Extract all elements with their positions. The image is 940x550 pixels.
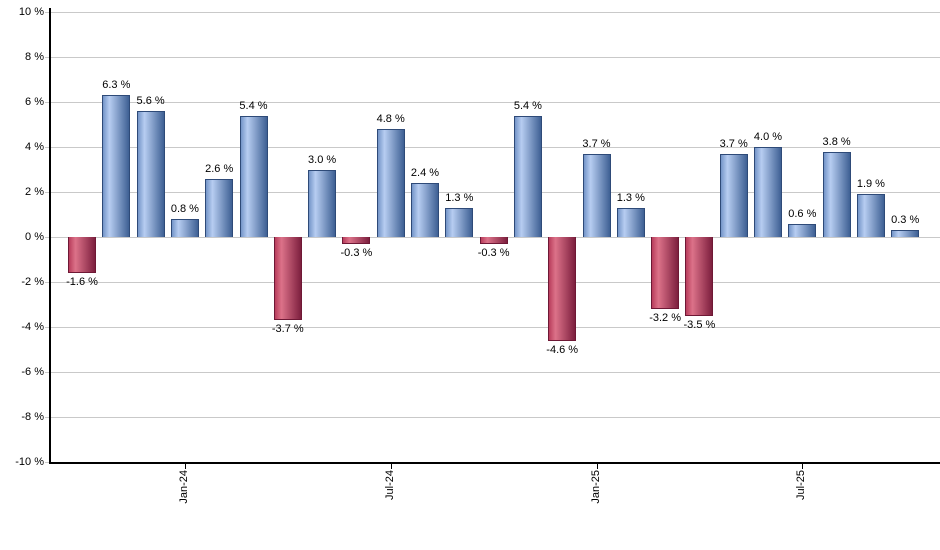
bar-value-label: 1.3 % xyxy=(445,191,474,204)
y-axis-tick-label: 8 % xyxy=(25,51,44,63)
bar-positive xyxy=(239,115,268,237)
bar-positive xyxy=(513,115,542,237)
gridline xyxy=(45,192,940,193)
y-axis-tick xyxy=(45,462,50,463)
x-axis-line xyxy=(49,462,940,464)
bar-negative xyxy=(68,237,96,273)
x-axis-tick-label: Jan-25 xyxy=(589,470,602,504)
bar-positive xyxy=(856,194,885,237)
y-axis-tick-label: -10 % xyxy=(15,456,44,468)
y-axis-tick-label: 0 % xyxy=(25,231,44,243)
x-axis-tick xyxy=(802,464,804,469)
bar-negative xyxy=(342,237,371,244)
bar-negative xyxy=(548,237,577,341)
bar-negative xyxy=(273,237,302,321)
gridline xyxy=(45,417,940,418)
gridline xyxy=(45,147,940,148)
y-axis-tick-label: 4 % xyxy=(25,141,44,153)
bar-positive xyxy=(205,178,234,237)
bar-value-label: -0.3 % xyxy=(340,246,373,259)
bar-positive xyxy=(308,169,337,237)
x-axis-tick xyxy=(184,464,186,469)
gridline xyxy=(45,57,940,58)
bar-value-label: 3.0 % xyxy=(308,153,337,166)
bar-value-label: 1.3 % xyxy=(616,191,645,204)
bar-positive xyxy=(788,223,817,237)
bar-value-label: 2.6 % xyxy=(205,162,234,175)
gridline xyxy=(45,327,940,328)
bar-negative xyxy=(479,237,508,244)
y-axis-tick-label: 10 % xyxy=(18,6,44,18)
bar-value-label: 0.6 % xyxy=(788,207,817,220)
bar-positive xyxy=(102,95,131,237)
x-axis-tick-label: Jul-24 xyxy=(383,470,396,500)
bar-value-label: 5.4 % xyxy=(513,99,542,112)
bar-positive xyxy=(136,111,165,237)
bar-value-label: 2.4 % xyxy=(410,167,440,179)
gridline xyxy=(45,372,940,373)
y-axis-tick-label: -2 % xyxy=(21,276,44,288)
bar-negative xyxy=(685,237,714,316)
y-axis-tick-label: 2 % xyxy=(25,186,44,198)
bar-value-label: 3.7 % xyxy=(582,137,611,150)
bar-value-label: -1.6 % xyxy=(66,276,98,288)
bar-value-label: -3.5 % xyxy=(683,318,716,331)
x-axis-tick xyxy=(390,464,392,469)
bar-value-label: 5.6 % xyxy=(136,95,165,107)
y-axis-tick-label: -6 % xyxy=(21,366,44,378)
x-axis-tick xyxy=(596,464,598,469)
bar-value-label: 4.0 % xyxy=(753,131,783,143)
bar-positive xyxy=(891,230,920,237)
bar-positive xyxy=(445,207,474,237)
x-axis-tick-label: Jan-24 xyxy=(177,470,190,504)
gridline xyxy=(45,102,940,103)
y-axis-tick-label: -8 % xyxy=(21,411,44,423)
bar-value-label: -4.6 % xyxy=(546,343,579,356)
bar-positive xyxy=(616,207,645,237)
bar-value-label: 0.8 % xyxy=(170,203,199,215)
bar-value-label: -0.3 % xyxy=(477,246,510,259)
bar-positive xyxy=(376,129,405,237)
bar-value-label: 6.3 % xyxy=(102,79,131,92)
bar-positive xyxy=(822,151,851,237)
y-axis-tick-label: 6 % xyxy=(25,96,44,108)
bar-positive xyxy=(719,153,748,237)
bar-value-label: 3.7 % xyxy=(719,137,748,150)
bar-positive xyxy=(582,153,611,237)
bar-value-label: 0.3 % xyxy=(891,214,920,227)
x-axis-tick-label: Jul-25 xyxy=(795,470,808,500)
gridline xyxy=(45,282,940,283)
bar-value-label: 4.8 % xyxy=(376,113,405,125)
bar-value-label: 3.8 % xyxy=(822,135,851,148)
bar-value-label: 5.4 % xyxy=(239,99,268,112)
bar-value-label: 1.9 % xyxy=(856,178,885,191)
bar-value-label: -3.2 % xyxy=(649,312,681,324)
gridline xyxy=(45,12,940,13)
y-axis-tick-label: -4 % xyxy=(21,321,44,333)
bar-positive xyxy=(411,183,439,237)
bar-negative xyxy=(651,237,680,309)
bar-positive xyxy=(170,219,199,237)
y-axis-line xyxy=(49,8,51,464)
bar-positive xyxy=(754,147,782,237)
bar-value-label: -3.7 % xyxy=(271,323,304,336)
